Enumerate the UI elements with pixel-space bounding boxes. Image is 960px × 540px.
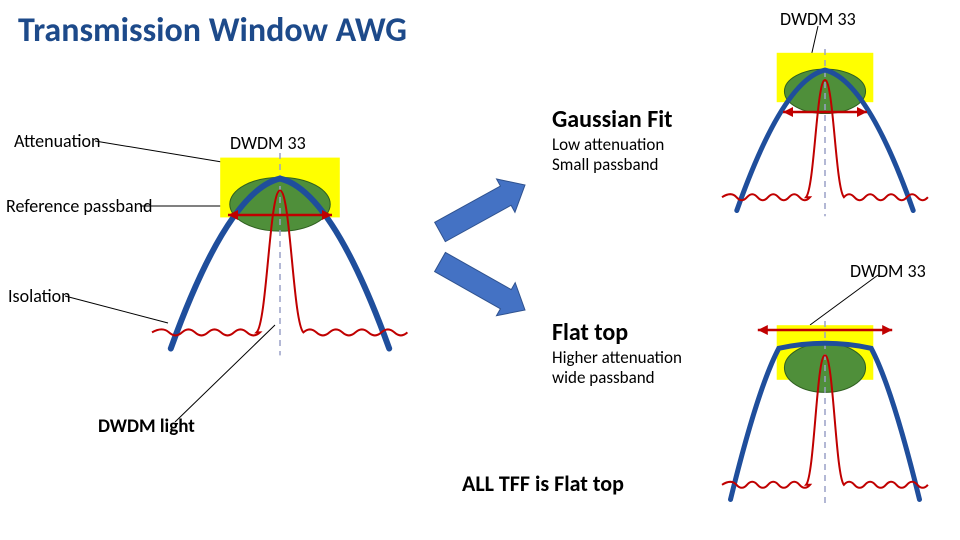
figure-flattop (720, 300, 930, 510)
figure-main (150, 130, 410, 360)
figure-gaussian (720, 30, 930, 220)
